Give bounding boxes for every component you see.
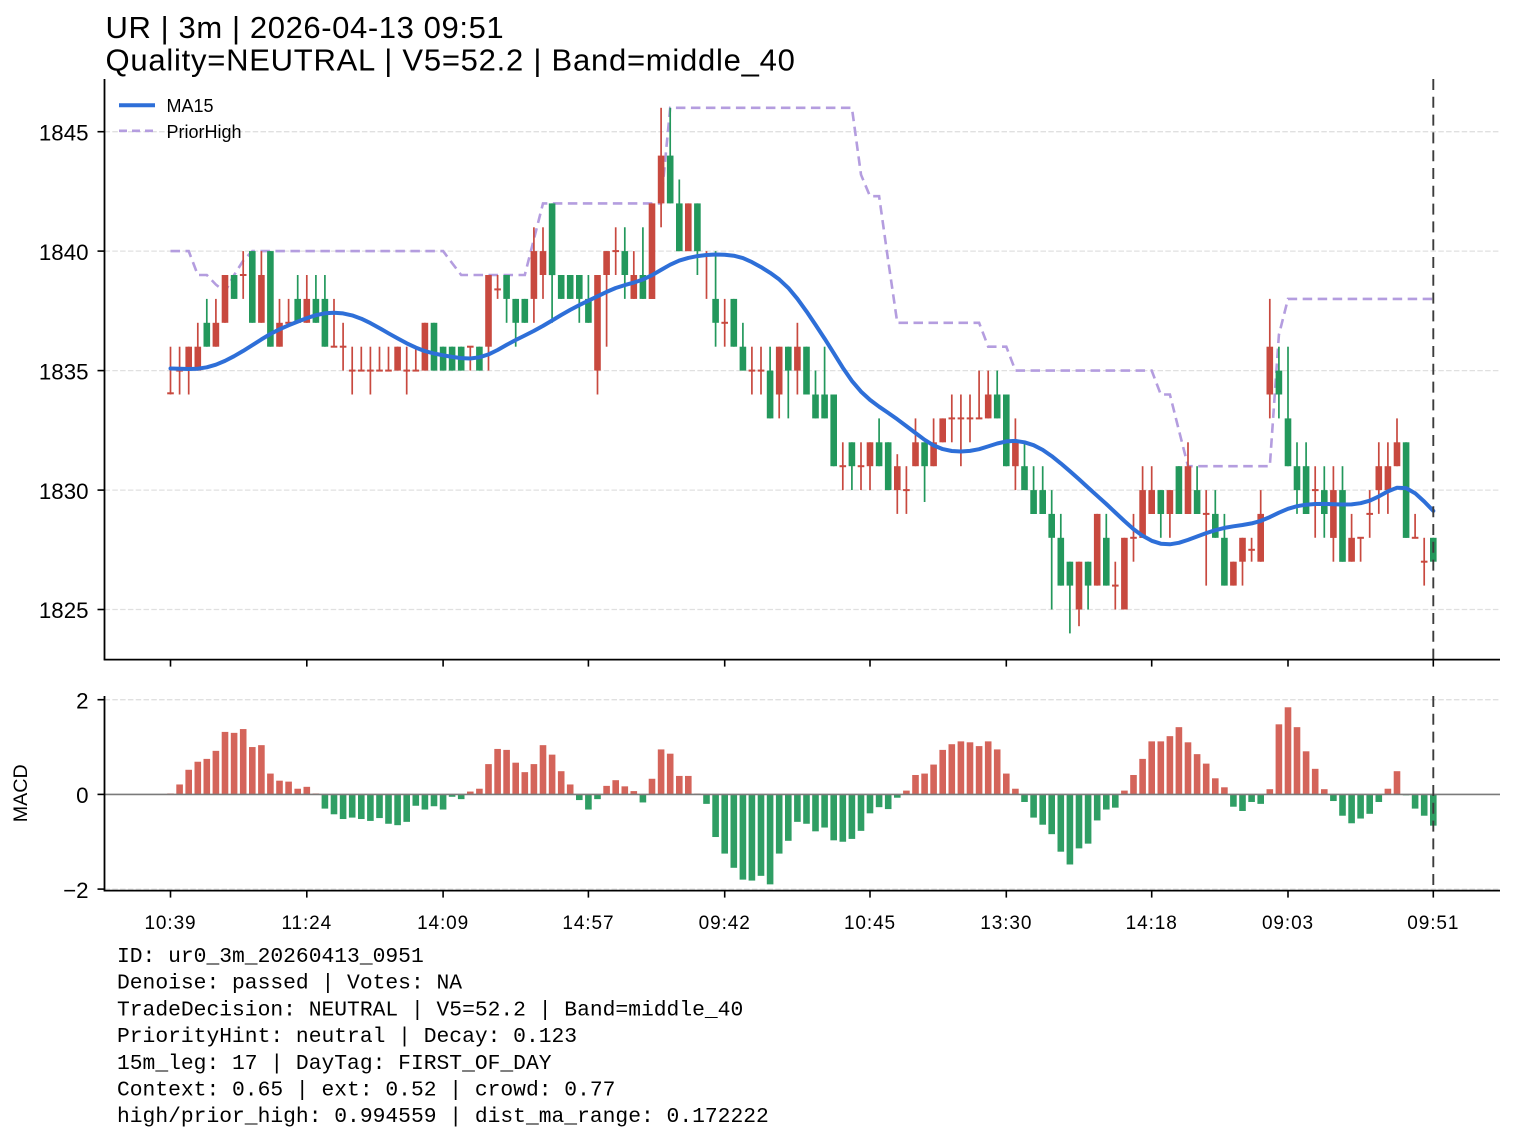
svg-text:ID: ur0_3m_20260413_0951: ID: ur0_3m_20260413_0951 <box>117 945 424 969</box>
svg-text:2: 2 <box>76 688 88 713</box>
svg-text:−2: −2 <box>63 878 88 903</box>
svg-text:14:57: 14:57 <box>562 913 614 934</box>
svg-text:UR | 3m | 2026-04-13 09:51: UR | 3m | 2026-04-13 09:51 <box>106 10 505 45</box>
svg-text:11:24: 11:24 <box>281 913 332 934</box>
svg-text:MACD: MACD <box>10 764 32 822</box>
svg-text:PriorHigh: PriorHigh <box>167 122 242 142</box>
svg-text:high/prior_high: 0.994559 | di: high/prior_high: 0.994559 | dist_ma_rang… <box>117 1105 769 1129</box>
svg-text:13:30: 13:30 <box>980 913 1032 934</box>
svg-text:10:39: 10:39 <box>144 913 196 934</box>
svg-text:1840: 1840 <box>39 240 89 265</box>
svg-text:1835: 1835 <box>39 359 89 384</box>
svg-text:14:18: 14:18 <box>1126 913 1178 934</box>
svg-text:PriorityHint: neutral | Decay:: PriorityHint: neutral | Decay: 0.123 <box>117 1025 577 1049</box>
svg-text:09:51: 09:51 <box>1407 913 1459 934</box>
svg-text:15m_leg: 17 | DayTag: FIRST_OF: 15m_leg: 17 | DayTag: FIRST_OF_DAY <box>117 1052 552 1076</box>
svg-text:09:42: 09:42 <box>699 913 751 934</box>
svg-text:10:45: 10:45 <box>844 913 896 934</box>
svg-text:0: 0 <box>76 783 88 808</box>
svg-text:Denoise: passed | Votes: NA: Denoise: passed | Votes: NA <box>117 972 462 996</box>
svg-text:Context: 0.65 | ext: 0.52 | cr: Context: 0.65 | ext: 0.52 | crowd: 0.77 <box>117 1079 615 1103</box>
svg-text:MA15: MA15 <box>167 96 214 116</box>
svg-text:1845: 1845 <box>39 120 89 145</box>
svg-text:TradeDecision: NEUTRAL | V5=52: TradeDecision: NEUTRAL | V5=52.2 | Band=… <box>117 998 743 1022</box>
svg-text:14:09: 14:09 <box>417 913 469 934</box>
svg-text:Quality=NEUTRAL | V5=52.2 | Ba: Quality=NEUTRAL | V5=52.2 | Band=middle_… <box>106 42 796 77</box>
svg-text:1825: 1825 <box>39 598 89 623</box>
svg-text:1830: 1830 <box>39 479 89 504</box>
svg-text:09:03: 09:03 <box>1262 913 1314 934</box>
